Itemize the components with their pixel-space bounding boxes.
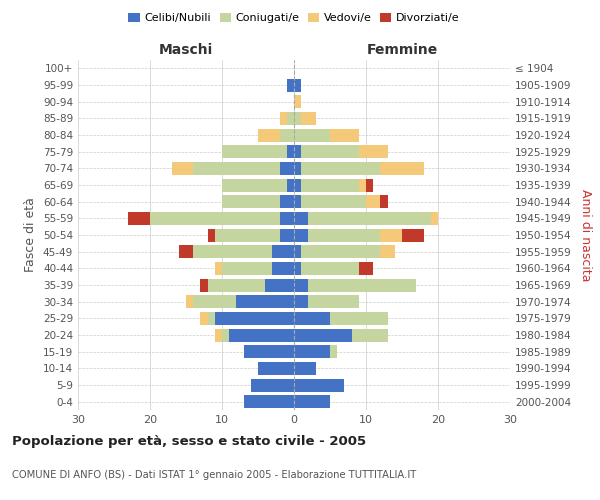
Bar <box>301 245 380 258</box>
Text: Femmine: Femmine <box>367 42 437 56</box>
Bar <box>215 312 294 325</box>
Bar <box>359 145 388 158</box>
Bar <box>294 228 308 241</box>
Bar <box>215 262 222 275</box>
Bar <box>287 178 294 192</box>
Bar <box>186 295 193 308</box>
Bar <box>287 78 294 92</box>
Bar <box>308 212 431 225</box>
Bar <box>193 245 272 258</box>
Bar <box>294 245 301 258</box>
Bar <box>128 212 150 225</box>
Bar <box>200 312 208 325</box>
Bar <box>301 162 380 175</box>
Bar <box>236 295 294 308</box>
Bar <box>380 245 395 258</box>
Y-axis label: Anni di nascita: Anni di nascita <box>580 188 592 281</box>
Bar <box>294 395 330 408</box>
Bar <box>193 295 236 308</box>
Text: Maschi: Maschi <box>159 42 213 56</box>
Bar <box>272 245 294 258</box>
Bar <box>280 195 294 208</box>
Bar <box>280 212 294 225</box>
Bar <box>150 212 280 225</box>
Bar <box>301 145 359 158</box>
Bar <box>380 195 388 208</box>
Bar <box>352 328 388 342</box>
Bar <box>366 195 380 208</box>
Bar <box>280 112 287 125</box>
Bar <box>308 228 380 241</box>
Bar <box>208 278 265 291</box>
Bar <box>308 295 359 308</box>
Bar <box>265 278 294 291</box>
Bar <box>359 262 373 275</box>
Bar <box>193 162 280 175</box>
Bar <box>222 178 287 192</box>
Bar <box>402 228 424 241</box>
Bar <box>215 328 222 342</box>
Bar <box>308 278 416 291</box>
Bar <box>294 312 330 325</box>
Bar <box>280 128 294 141</box>
Bar <box>294 195 301 208</box>
Bar <box>330 128 359 141</box>
Bar <box>208 312 215 325</box>
Bar <box>251 378 294 392</box>
Bar <box>244 345 294 358</box>
Bar <box>366 178 373 192</box>
Bar <box>301 262 359 275</box>
Bar <box>359 178 366 192</box>
Bar <box>294 162 301 175</box>
Bar <box>294 328 352 342</box>
Bar <box>280 228 294 241</box>
Text: COMUNE DI ANFO (BS) - Dati ISTAT 1° gennaio 2005 - Elaborazione TUTTITALIA.IT: COMUNE DI ANFO (BS) - Dati ISTAT 1° genn… <box>12 470 416 480</box>
Bar <box>258 128 280 141</box>
Bar <box>294 278 308 291</box>
Bar <box>287 145 294 158</box>
Bar <box>258 362 294 375</box>
Bar <box>208 228 215 241</box>
Bar <box>287 112 294 125</box>
Bar <box>294 78 301 92</box>
Bar <box>294 95 301 108</box>
Bar <box>294 178 301 192</box>
Bar <box>294 362 316 375</box>
Legend: Celibi/Nubili, Coniugati/e, Vedovi/e, Divorziati/e: Celibi/Nubili, Coniugati/e, Vedovi/e, Di… <box>124 8 464 28</box>
Bar <box>222 195 280 208</box>
Bar <box>272 262 294 275</box>
Bar <box>200 278 208 291</box>
Bar <box>294 145 301 158</box>
Bar <box>294 128 330 141</box>
Bar <box>330 312 388 325</box>
Bar <box>301 112 316 125</box>
Bar <box>431 212 438 225</box>
Bar <box>229 328 294 342</box>
Bar <box>294 345 330 358</box>
Bar <box>172 162 193 175</box>
Bar <box>222 145 287 158</box>
Bar <box>215 228 280 241</box>
Bar <box>179 245 193 258</box>
Bar <box>280 162 294 175</box>
Bar <box>330 345 337 358</box>
Bar <box>222 328 229 342</box>
Bar <box>294 112 301 125</box>
Bar <box>294 295 308 308</box>
Text: Popolazione per età, sesso e stato civile - 2005: Popolazione per età, sesso e stato civil… <box>12 435 366 448</box>
Bar <box>244 395 294 408</box>
Bar <box>294 262 301 275</box>
Bar <box>294 378 344 392</box>
Bar <box>294 212 308 225</box>
Bar <box>380 162 424 175</box>
Bar <box>380 228 402 241</box>
Bar <box>301 195 366 208</box>
Y-axis label: Fasce di età: Fasce di età <box>25 198 37 272</box>
Bar <box>301 178 359 192</box>
Bar <box>222 262 272 275</box>
